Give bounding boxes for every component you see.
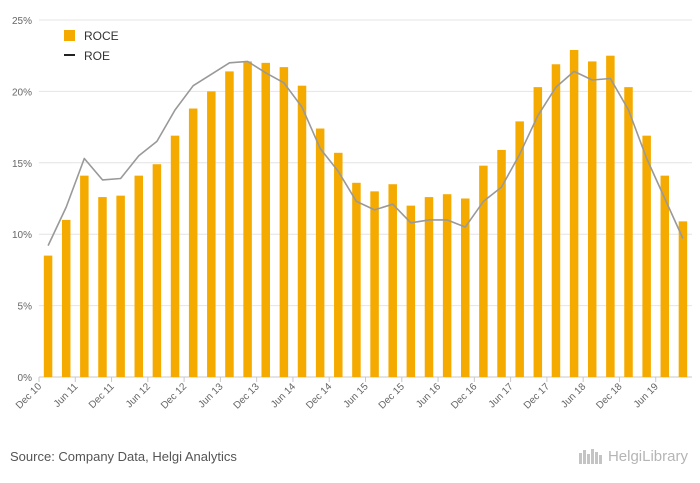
- legend-label-roe: ROE: [84, 49, 110, 63]
- roce-bar: [225, 71, 234, 378]
- roce-bar: [461, 198, 470, 377]
- roce-bar: [261, 62, 270, 378]
- roce-bars: [43, 49, 688, 378]
- roce-bar: [207, 91, 216, 378]
- y-axis-ticks: 0% 5% 10% 15% 20% 25%: [12, 16, 32, 384]
- roce-bar: [442, 194, 452, 377]
- x-tick-label: Jun 13: [196, 381, 225, 410]
- x-tick-label: Dec 14: [304, 381, 334, 411]
- roce-bar: [170, 135, 180, 377]
- roce-bar: [134, 175, 144, 377]
- roce-bar: [479, 165, 488, 377]
- x-tick-label: Dec 11: [87, 381, 117, 411]
- legend-swatch-roce: [64, 30, 75, 41]
- y-tick-label: 0%: [18, 373, 33, 384]
- roce-bar: [370, 191, 379, 377]
- x-axis: Dec 10 Jun 11 Dec 11 Jun 12 Dec 12 Jun 13 Dec …: [14, 377, 661, 412]
- roce-bar: [352, 182, 361, 377]
- roce-bar: [279, 67, 289, 378]
- roce-bar: [388, 184, 397, 377]
- y-tick-label: 5%: [18, 302, 33, 313]
- roce-bar: [515, 121, 524, 377]
- roce-bar: [569, 49, 579, 377]
- roce-bar: [43, 255, 53, 377]
- library-icon: [578, 449, 602, 464]
- roce-bar: [624, 87, 633, 377]
- roce-bar: [80, 175, 89, 377]
- roce-bar: [297, 85, 307, 378]
- roce-bar: [315, 128, 325, 377]
- x-tick-label: Jun 14: [269, 381, 298, 410]
- brand-logo: HelgiLibrary: [578, 447, 688, 465]
- chart: 0%5%10%15%20%25% Dec 10 Jun 11 Dec 11 Jun 1…: [12, 16, 692, 412]
- x-tick-label: Dec 13: [232, 381, 262, 411]
- y-tick-label: 10%: [12, 230, 32, 241]
- x-tick-label: Jun 18: [559, 381, 588, 410]
- legend: ROCE ROE: [64, 29, 119, 63]
- x-tick-label: Dec 12: [159, 381, 189, 411]
- x-tick-label: Jun 15: [342, 381, 371, 410]
- roce-bar: [497, 149, 506, 377]
- x-tick-label: Dec 15: [377, 381, 407, 411]
- roce-bar: [606, 55, 615, 377]
- x-tick-label: Jun 17: [487, 381, 516, 410]
- brand-name: HelgiLibrary: [607, 447, 688, 465]
- roce-bar: [406, 205, 416, 377]
- x-tick-label: Jun 16: [414, 381, 443, 410]
- x-tick-label: Dec 10: [14, 381, 44, 411]
- y-tick-label: 20%: [12, 87, 32, 98]
- roce-bar: [533, 87, 543, 377]
- x-tick-label: Jun 19: [632, 381, 661, 410]
- x-tick-label: Dec 18: [594, 381, 624, 411]
- roce-bar: [334, 152, 343, 377]
- x-tick-label: Jun 12: [124, 381, 153, 410]
- roce-bar: [642, 135, 651, 377]
- roce-bar: [678, 221, 688, 377]
- roe-line: [47, 60, 684, 246]
- x-tick-label: Dec 16: [449, 381, 479, 411]
- roce-bar: [551, 64, 561, 377]
- roce-bar: [188, 108, 198, 377]
- roce-bar: [116, 195, 125, 377]
- x-tick-label: Jun 11: [52, 381, 81, 410]
- y-tick-label: 15%: [12, 159, 32, 170]
- roce-bar: [243, 61, 252, 378]
- roce-bar: [98, 197, 107, 377]
- roce-bar: [660, 175, 670, 377]
- roce-bar: [424, 197, 434, 377]
- y-tick-label: 25%: [12, 16, 32, 27]
- legend-label-roce: ROCE: [84, 29, 119, 43]
- source-note: Source: Company Data, Helgi Analytics: [10, 449, 237, 464]
- roce-bar: [152, 164, 162, 377]
- x-tick-label: Dec 17: [522, 381, 552, 411]
- roe-line-path: [47, 60, 684, 246]
- roce-bar: [61, 219, 71, 377]
- roce-bar: [587, 61, 597, 378]
